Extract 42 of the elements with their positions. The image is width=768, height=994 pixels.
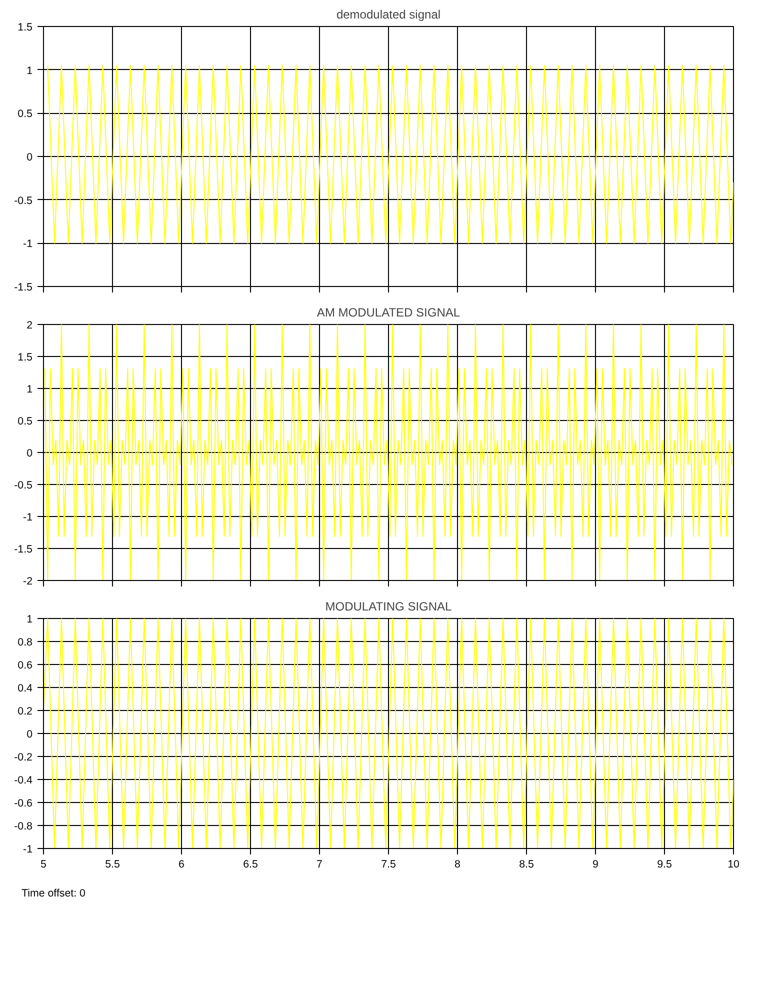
y-tick-label: -2 (23, 576, 33, 588)
text: Time offset: 0 (22, 888, 86, 900)
y-tick-label: 0.6 (18, 660, 33, 672)
y-tick-label: -0.2 (14, 752, 33, 764)
y-tick-label: -0.5 (14, 194, 33, 207)
y-tick-label: -1.5 (14, 282, 33, 294)
y-tick-label: 0 (26, 728, 33, 740)
x-tick-label: 5 (40, 858, 47, 870)
y-tick-label: 1 (26, 384, 33, 396)
y-tick-label: 1 (26, 614, 33, 626)
y-tick-label: -0.5 (14, 480, 33, 492)
x-tick-label: 5.5 (105, 858, 120, 870)
x-tick-label: 10 (728, 858, 740, 870)
y-tick-label: -0.8 (14, 820, 33, 832)
x-tick-label: 8 (454, 858, 461, 870)
y-tick-label: -1 (23, 844, 33, 856)
y-tick-label: -1.5 (14, 544, 33, 556)
chart-title: AM MODULATED SIGNAL (316, 306, 460, 320)
y-tick-label: 2 (26, 320, 33, 332)
y-tick-label: 0.8 (18, 636, 33, 648)
y-tick-label: 0.4 (18, 682, 33, 694)
y-tick-label: -0.6 (14, 798, 33, 810)
y-tick-label: -1 (23, 512, 33, 524)
y-tick-label: -1 (23, 238, 33, 250)
y-tick-label: 0.2 (18, 706, 33, 718)
y-tick-label: 1 (26, 64, 33, 77)
x-tick-label: 9 (592, 858, 599, 870)
y-tick-label: 1.5 (18, 22, 33, 34)
x-tick-label: 8.5 (519, 858, 534, 870)
y-tick-label: 0.5 (18, 108, 33, 120)
chart-title: MODULATING SIGNAL (325, 600, 452, 614)
y-tick-label: -0.4 (14, 774, 33, 786)
y-tick-label: 0 (26, 448, 33, 460)
y-tick-label: 0.5 (18, 416, 33, 428)
x-tick-label: 6 (178, 858, 185, 870)
x-tick-label: 6.5 (243, 858, 258, 870)
x-tick-label: 9.5 (657, 858, 672, 870)
chart-title: demodulated signal (336, 8, 441, 22)
y-tick-label: 0 (26, 152, 33, 164)
y-tick-label: 1.5 (18, 352, 33, 364)
x-tick-label: 7.5 (381, 858, 396, 870)
x-tick-label: 7 (316, 858, 323, 870)
